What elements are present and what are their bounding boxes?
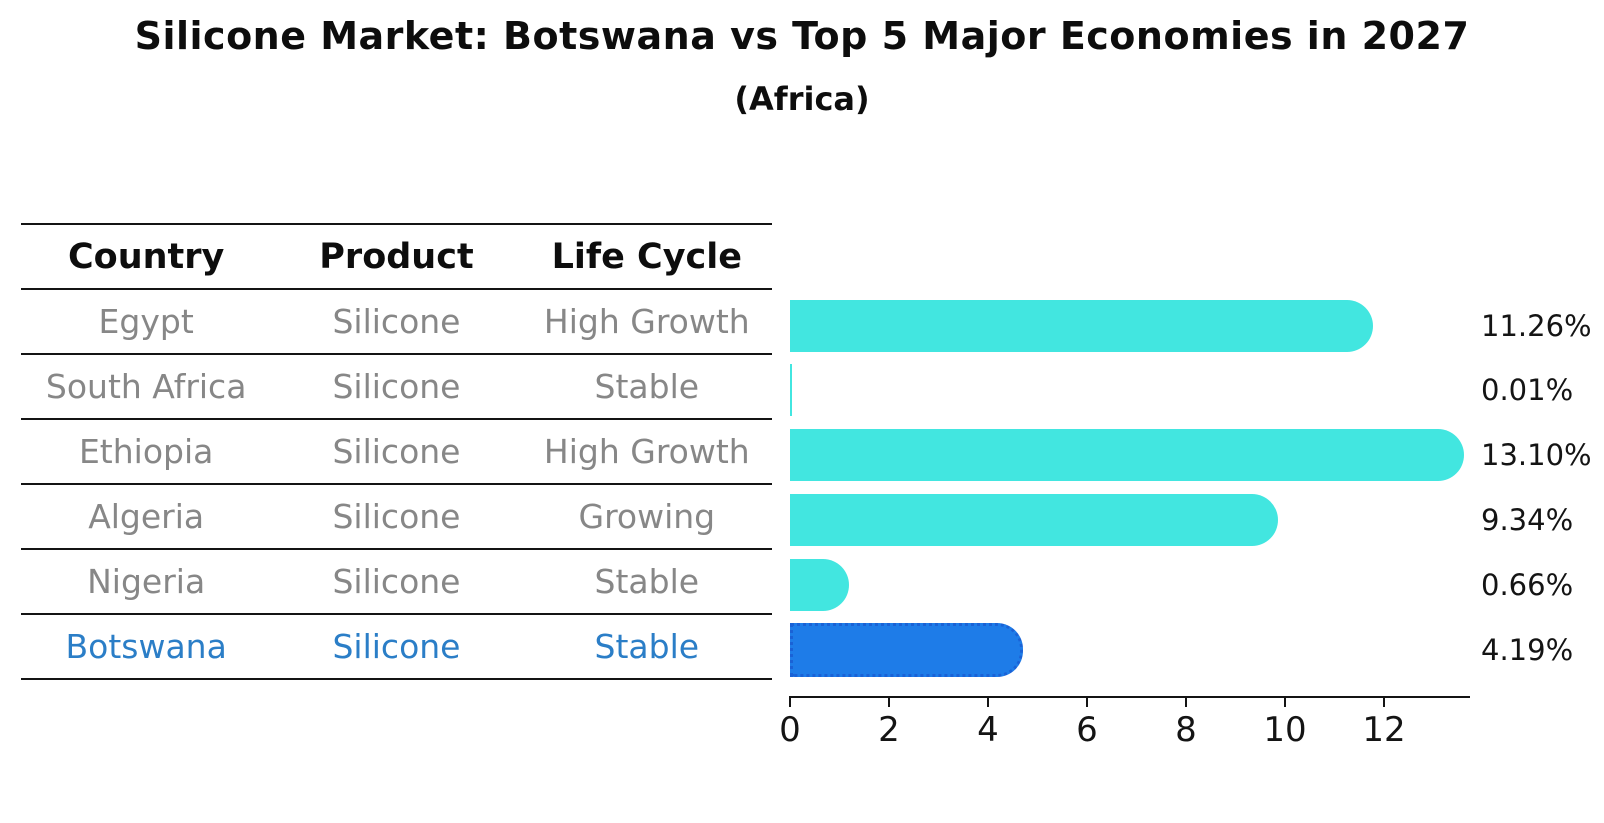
table-body: Egypt Silicone High Growth South Africa Sili… xyxy=(21,290,772,680)
country-cell: Botswana xyxy=(65,627,227,666)
chart-title: Silicone Market: Botswana vs Top 5 Major… xyxy=(134,14,1470,58)
x-tick-mark-0 xyxy=(788,697,792,707)
table-row-ethiopia: Ethiopia Silicone High Growth xyxy=(21,420,772,485)
value-label-south-africa: 0.01% xyxy=(1481,373,1574,408)
product-cell: Silicone xyxy=(332,562,461,601)
x-tick-mark-4 xyxy=(986,697,990,707)
country-table: Country Product Life Cycle Egypt Silicone Hi… xyxy=(21,223,772,680)
life-cycle-cell: High Growth xyxy=(543,432,750,471)
product-cell: Silicone xyxy=(332,627,461,666)
table-header-row: Country Product Life Cycle xyxy=(21,223,772,290)
life-cycle-cell: Growing xyxy=(578,497,716,536)
value-label-nigeria: 0.66% xyxy=(1481,568,1574,603)
table-row-nigeria: Nigeria Silicone Stable xyxy=(21,550,772,615)
x-tick-label-8: 8 xyxy=(1175,710,1197,750)
life-cycle-cell: Stable xyxy=(594,627,700,666)
table-row-egypt: Egypt Silicone High Growth xyxy=(21,290,772,355)
x-tick-label-4: 4 xyxy=(977,710,999,750)
table-row-south-africa: South Africa Silicone Stable xyxy=(21,355,772,420)
value-label-ethiopia: 13.10% xyxy=(1481,438,1592,473)
country-cell: Algeria xyxy=(88,497,205,536)
bar-nigeria xyxy=(790,559,849,612)
country-cell: Ethiopia xyxy=(78,432,214,471)
table-row-botswana: Botswana Silicone Stable xyxy=(21,615,772,680)
x-tick-mark-10 xyxy=(1283,697,1287,707)
x-tick-mark-6 xyxy=(1085,697,1089,707)
column-header-life-cycle: Life Cycle xyxy=(551,236,743,277)
product-cell: Silicone xyxy=(332,497,461,536)
x-tick-mark-8 xyxy=(1184,697,1188,707)
bar-ethiopia xyxy=(790,429,1465,482)
product-cell: Silicone xyxy=(332,367,461,406)
table-row-algeria: Algeria Silicone Growing xyxy=(21,485,772,550)
product-cell: Silicone xyxy=(332,432,461,471)
column-header-country: Country xyxy=(67,236,225,277)
country-cell: South Africa xyxy=(45,367,247,406)
life-cycle-cell: Stable xyxy=(594,562,700,601)
x-axis-line xyxy=(789,695,1470,699)
bar-algeria xyxy=(790,494,1279,547)
bar-botswana xyxy=(790,623,1024,677)
x-tick-label-0: 0 xyxy=(779,710,801,750)
x-tick-label-10: 10 xyxy=(1263,710,1307,750)
life-cycle-cell: High Growth xyxy=(543,302,750,341)
value-label-botswana: 4.19% xyxy=(1481,633,1574,667)
country-cell: Egypt xyxy=(98,302,194,341)
x-tick-label-12: 12 xyxy=(1362,710,1406,750)
bar-south-africa xyxy=(790,364,792,417)
chart-subtitle: (Africa) xyxy=(734,80,870,118)
value-label-egypt: 11.26% xyxy=(1481,308,1592,343)
x-tick-mark-12 xyxy=(1382,697,1386,707)
life-cycle-cell: Stable xyxy=(594,367,700,406)
bar-egypt xyxy=(790,299,1374,352)
x-tick-label-6: 6 xyxy=(1076,710,1098,750)
column-header-product: Product xyxy=(319,236,474,277)
value-label-algeria: 9.34% xyxy=(1481,503,1574,538)
x-tick-label-2: 2 xyxy=(878,710,900,750)
country-cell: Nigeria xyxy=(87,562,206,601)
product-cell: Silicone xyxy=(332,302,461,341)
x-tick-mark-2 xyxy=(887,697,891,707)
